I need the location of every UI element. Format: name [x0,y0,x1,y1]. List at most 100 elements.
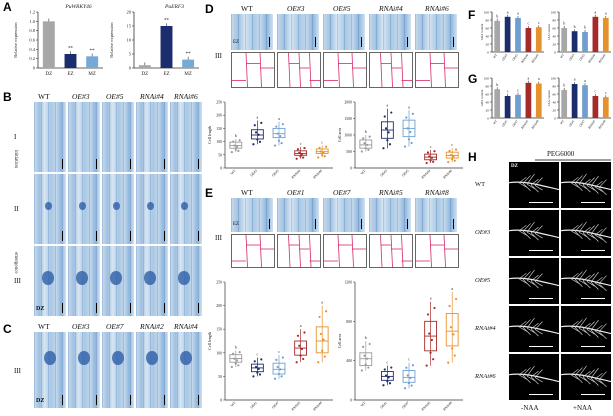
scale-bar [581,249,605,251]
y-tick-label: 20 [486,109,490,113]
significance-label: b [496,13,498,18]
column-label: RNAi#4 [140,92,164,101]
y-tick-label: 100 [484,77,490,81]
bar-rnai5 [525,82,532,118]
lateral-root [570,278,579,284]
micrograph-wt-stage-1 [34,102,66,172]
lateral-root [522,183,531,191]
y-tick-label: 15 [127,24,132,29]
lateral-root [518,326,527,332]
data-point [384,127,388,130]
micrograph-wt [231,14,273,50]
panel-c-micrographs: WT OE#3 OE#7 RNAi#2 RNAi#4 III DZ [12,322,202,416]
y-tick-label: 800 [346,320,352,324]
lateral-root [578,279,587,285]
lateral-root-primordium [42,270,54,285]
lateral-root-primordium [179,351,192,366]
lateral-root [574,231,583,239]
micrograph-oe5-stage-3 [102,246,134,316]
bar-oe1 [504,96,511,118]
lateral-root [598,331,607,340]
data-point [230,365,233,369]
micrograph-rnai6-stage-3 [170,246,202,316]
box-rnai8 [445,313,459,347]
y-tick-label: 100 [216,351,222,355]
bar-rnai8 [535,83,542,118]
data-point [295,157,298,160]
lateral-root [570,374,579,380]
lateral-root [526,317,535,329]
lateral-root [530,376,539,385]
lateral-root [570,326,579,332]
category-label: OE#3 [380,169,389,178]
lateral-root [594,234,603,240]
y-tick-label: 1200 [344,281,352,285]
data-point [253,360,256,363]
column-label: +NAA [573,404,593,412]
data-point [383,368,386,371]
y-tick-label: 100 [551,77,557,81]
micrograph-rnai6 [415,14,457,50]
lateral-root [526,375,535,381]
lateral-root [518,230,527,236]
y-tick-label: 0 [33,66,36,71]
significance-label: a [300,323,302,328]
category-label: WT [559,119,565,125]
category-label: OE#1 [250,401,259,410]
y-tick-label: 2000 [344,101,352,105]
y-tick-label: 40 [486,35,490,39]
data-point [260,358,263,361]
data-point [387,131,390,134]
lateral-root [530,184,539,193]
significance-label: c [605,90,607,95]
data-point [449,326,452,329]
lateral-root [518,272,527,279]
lateral-root [530,227,539,234]
panel-letter-h: H [468,150,477,164]
lateral-root [574,279,583,287]
data-point [426,313,430,316]
data-point [253,124,256,127]
scale-bar [406,219,408,229]
cell-wall [390,52,393,88]
data-point [410,384,413,387]
column-label: RNAi#5 [379,188,403,197]
significance-label: c [507,89,509,94]
y-tick-label: 100 [551,11,557,15]
data-point [360,369,363,372]
cell-outline-oe3 [277,52,321,88]
y-tick-label: 60 [553,27,557,31]
lateral-root [578,375,587,381]
aba-chart-g: 0 20 40 60 80 100 b WT c OE#1 c OE#7 a RNAi#5 a RNAi#8 A… [480,75,544,131]
lateral-root [526,269,535,281]
lateral-root [522,271,531,280]
lateral-root [526,327,535,333]
data-point [324,310,328,313]
plant-root-oe3-plus-naa [561,210,611,256]
plant-root-rnai6-plus-naa [561,354,611,400]
data-point [277,372,281,376]
data-point [367,148,370,151]
y-tick-label: 40 [553,101,557,105]
data-point [237,149,240,152]
lateral-root [594,373,603,380]
y-tick-label: 5 [129,52,132,57]
data-point [238,350,241,354]
root-drawing [509,317,559,337]
lateral-root [522,367,531,376]
cell-outline-oe7 [323,234,367,268]
significance-label: c [278,349,280,354]
main-root [561,181,611,191]
y-axis-label: Cell area [337,334,342,349]
lateral-root [534,273,543,282]
lateral-root [526,231,535,237]
significance-label: a [584,78,586,83]
column-label: OE#3 [72,322,90,331]
lateral-root [582,371,591,378]
y-tick-label: 200 [216,304,222,308]
cell-wall [443,234,446,268]
data-point [302,156,305,159]
scale-bar [163,231,165,241]
data-point [256,138,259,141]
significance-label: c [451,142,453,147]
